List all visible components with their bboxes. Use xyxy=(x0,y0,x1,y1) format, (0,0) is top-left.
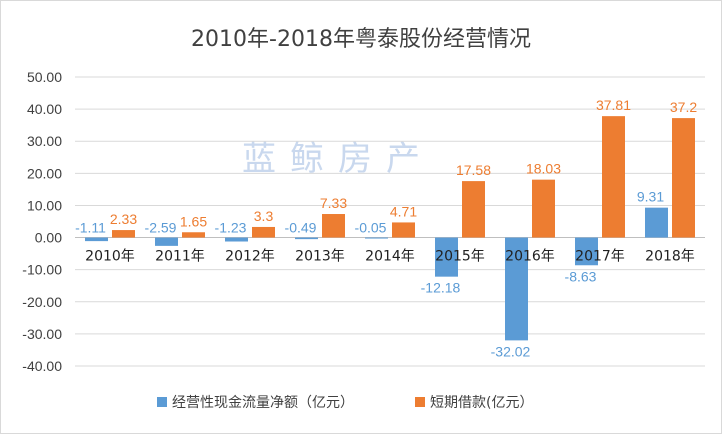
data-label: -2.59 xyxy=(145,220,177,236)
bar-cashflow xyxy=(645,207,668,238)
bar-cashflow xyxy=(365,237,388,239)
bar-cashflow xyxy=(295,237,318,240)
bar-shortterm-loan xyxy=(462,181,485,238)
data-label: 37.81 xyxy=(596,97,631,113)
x-category-label: 2011年 xyxy=(155,249,205,265)
data-label: 17.58 xyxy=(456,162,491,178)
x-category-label: 2015年 xyxy=(435,249,485,265)
legend: 经营性现金流量净额（亿元） 短期借款(亿元） xyxy=(157,395,533,411)
data-label: 9.31 xyxy=(637,189,664,205)
legend-swatch-shortterm-loan xyxy=(415,397,425,407)
x-category-label: 2017年 xyxy=(575,249,625,265)
data-label: -1.11 xyxy=(75,220,106,236)
x-category-label: 2013年 xyxy=(295,249,345,265)
bar-cashflow xyxy=(155,237,178,246)
bar-shortterm-loan xyxy=(532,179,555,238)
x-category-label: 2018年 xyxy=(645,249,695,265)
bar-cashflow xyxy=(575,237,598,266)
data-label: 4.71 xyxy=(390,203,417,219)
bars xyxy=(85,116,695,341)
bar-shortterm-loan xyxy=(252,226,275,238)
y-axis: 50.00 40.00 30.00 20.00 10.00 0.00 -10.00 -20.0… xyxy=(22,69,62,374)
y-tick-label: -40.00 xyxy=(22,358,62,374)
data-label: 7.33 xyxy=(320,195,347,211)
data-label: -32.02 xyxy=(491,343,531,359)
data-labels: -1.112.33 -2.59 1.65 -1.23 3.3 -0.497.33 -0.05… xyxy=(75,97,697,359)
data-label: 2.33 xyxy=(110,211,137,227)
bar-shortterm-loan xyxy=(322,214,345,238)
bar-cashflow xyxy=(85,237,108,242)
y-tick-label: -20.00 xyxy=(22,294,62,310)
y-tick-label: 30.00 xyxy=(27,133,62,149)
data-label: 3.3 xyxy=(254,208,274,224)
gridlines xyxy=(75,76,705,367)
bar-shortterm-loan xyxy=(672,118,695,238)
x-axis-labels: 2010年 2011年 2012年 2013年 2014年 2015年 2016年 2017年… xyxy=(85,249,695,265)
bar-cashflow xyxy=(435,237,458,277)
data-label: -12.18 xyxy=(421,280,461,296)
data-label: 18.03 xyxy=(526,161,561,177)
data-label: -1.23 xyxy=(215,220,247,236)
x-category-label: 2014年 xyxy=(365,249,415,265)
y-tick-label: 0.00 xyxy=(35,230,62,246)
y-tick-label: 20.00 xyxy=(27,165,62,181)
legend-swatch-cashflow xyxy=(157,397,167,407)
data-label: -0.49 xyxy=(285,220,317,236)
y-tick-label: -10.00 xyxy=(22,262,62,278)
data-label: -8.63 xyxy=(565,268,597,284)
y-tick-label: -30.00 xyxy=(22,326,62,342)
bar-cashflow xyxy=(505,237,528,341)
y-tick-label: 50.00 xyxy=(27,69,62,85)
chart-title: 2010年-2018年粤泰股份经营情况 xyxy=(191,27,531,52)
y-tick-label: 10.00 xyxy=(27,197,62,213)
x-category-label: 2010年 xyxy=(85,249,135,265)
bar-shortterm-loan xyxy=(602,116,625,238)
x-category-label: 2012年 xyxy=(225,249,275,265)
bar-cashflow xyxy=(225,237,248,242)
y-tick-label: 40.00 xyxy=(27,101,62,117)
watermark-text: 蓝鲸房产 xyxy=(242,139,434,179)
bar-shortterm-loan xyxy=(392,222,415,238)
bar-shortterm-loan xyxy=(182,232,205,238)
data-label: 1.65 xyxy=(180,213,207,229)
bar-shortterm-loan xyxy=(112,230,135,238)
data-label: -0.05 xyxy=(355,220,387,236)
x-category-label: 2016年 xyxy=(505,249,555,265)
legend-label-cashflow: 经营性现金流量净额（亿元） xyxy=(172,395,354,411)
legend-label-shortterm-loan: 短期借款(亿元） xyxy=(430,395,533,411)
data-label: 37.2 xyxy=(670,99,697,115)
